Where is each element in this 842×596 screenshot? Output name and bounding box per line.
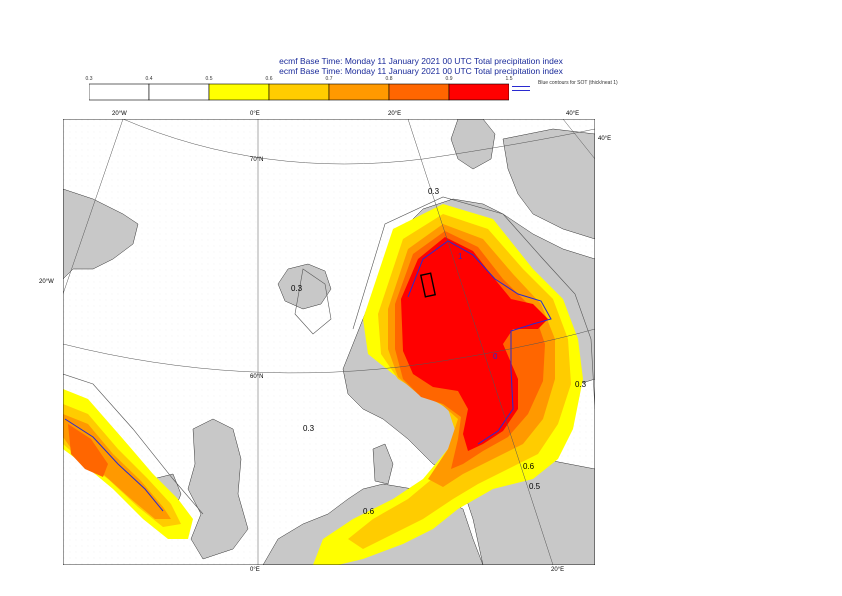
- land-iceland: [277, 263, 332, 310]
- parallel-60n: [63, 328, 595, 374]
- label-0-bottom: 0°E: [250, 567, 260, 573]
- land-russia-north: [502, 128, 595, 240]
- legend-box-2: [208, 83, 270, 101]
- label-20e-bottom: 20°E: [551, 567, 565, 573]
- parallel-70n: [122, 119, 595, 165]
- sot-label-a: 0: [493, 352, 498, 361]
- meridian-20e: [407, 119, 554, 565]
- precipitation-map: 0.3 0.3 0.3 0.3 0.5 0.6 0.6 0 1: [63, 119, 595, 565]
- legend-tick-label: 0.4: [145, 76, 153, 82]
- sot-contour-scandinavia: [407, 240, 552, 445]
- sot-label-b: 1: [458, 252, 463, 261]
- land-greenland: [63, 188, 139, 280]
- contour-label-03-c: 0.3: [303, 424, 315, 433]
- legend-tick-label: 0.7: [325, 76, 333, 82]
- meridian-40e: [562, 119, 595, 160]
- label-20w-left: 20°W: [39, 279, 54, 285]
- sot-contour-atlantic: [64, 418, 164, 512]
- legend-box-3: [268, 83, 330, 101]
- legend-tick-label: 0.6: [265, 76, 273, 82]
- legend-tick-label: 0.9: [445, 76, 453, 82]
- legend-contour-line-2: [512, 90, 530, 91]
- contour-03-atlantic: [63, 373, 204, 515]
- legend-tick-label: 0.5: [205, 76, 213, 82]
- contour-label-06-b: 0.6: [523, 462, 535, 471]
- legend-note: Blue contours for SOT (thick/neat 1): [538, 80, 618, 86]
- land-denmark: [372, 443, 394, 485]
- label-20e-top: 20°E: [388, 111, 402, 117]
- legend-box-5: [388, 83, 450, 101]
- label-20w-top: 20°W: [112, 111, 127, 117]
- meridian-20w: [63, 119, 124, 295]
- title-line-1: ecmf Base Time: Monday 11 January 2021 0…: [279, 56, 563, 66]
- legend-tick-label: 1.5: [505, 76, 513, 82]
- label-0-top: 0°E: [250, 111, 260, 117]
- contour-03-scandinavia: [352, 196, 595, 410]
- legend-tick-label: 0.3: [85, 76, 93, 82]
- contour-label-03-b: 0.3: [291, 284, 303, 293]
- label-40e-right: 40°E: [598, 136, 612, 142]
- legend-box-1: [148, 83, 210, 101]
- legend-box-6: [448, 83, 509, 101]
- contour-03-iceland: [294, 268, 332, 335]
- legend-contour-line: [512, 86, 530, 87]
- label-60n: 60°N: [250, 374, 264, 380]
- contour-label-03-d: 0.3: [575, 380, 587, 389]
- shade-09-scandinavia: [401, 237, 548, 451]
- land-svalbard: [450, 119, 496, 170]
- title-line-2: ecmf Base Time: Monday 11 January 2021 0…: [279, 66, 563, 76]
- legend-box-0: [89, 83, 150, 101]
- land-great-britain: [187, 418, 249, 560]
- shade-08-atlantic: [68, 424, 108, 477]
- legend-box-4: [328, 83, 390, 101]
- color-legend: [89, 83, 509, 101]
- contour-label-06-a: 0.6: [363, 507, 375, 516]
- legend-tick-label: 0.8: [385, 76, 393, 82]
- contour-label-05: 0.5: [529, 482, 541, 491]
- contour-label-03-a: 0.3: [428, 187, 440, 196]
- label-70n: 70°N: [250, 157, 264, 163]
- station-box: [419, 272, 437, 298]
- label-40e-top: 40°E: [566, 111, 580, 117]
